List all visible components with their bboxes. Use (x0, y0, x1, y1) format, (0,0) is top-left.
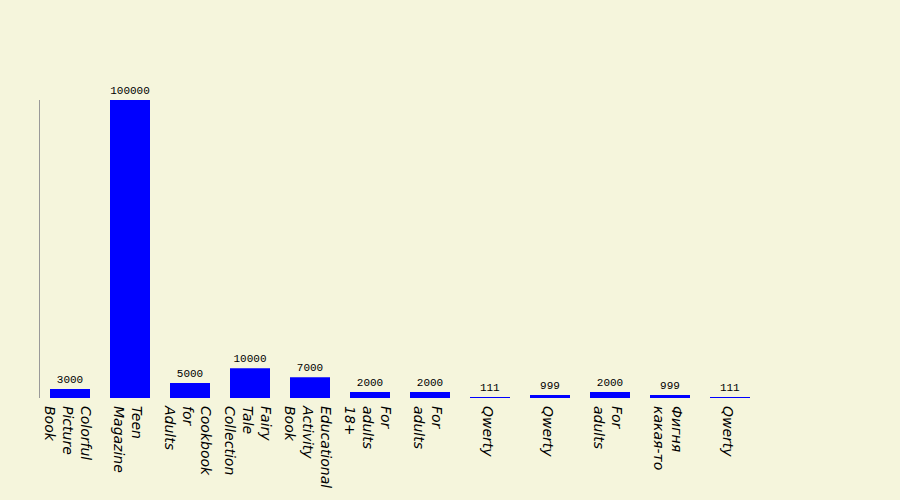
svg-text:999: 999 (660, 380, 680, 392)
svg-text:Qwerty: Qwerty (480, 406, 496, 457)
svg-text:7000: 7000 (297, 362, 323, 374)
svg-text:2000: 2000 (597, 377, 623, 389)
svg-text:Qwerty: Qwerty (540, 406, 556, 457)
svg-text:TeenMagazine: TeenMagazine (111, 406, 145, 473)
svg-text:10000: 10000 (233, 353, 266, 365)
svg-text:2000: 2000 (357, 377, 383, 389)
svg-text:Foradults: Foradults (591, 406, 625, 449)
svg-text:Фигнякакая-то: Фигнякакая-то (651, 406, 685, 470)
svg-text:FairyTaleCollection: FairyTaleCollection (222, 406, 274, 475)
svg-text:999: 999 (540, 380, 560, 392)
svg-text:EducationalActivityBook: EducationalActivityBook (282, 405, 334, 488)
svg-text:Qwerty: Qwerty (720, 406, 736, 457)
svg-text:ColorfulPictureBook: ColorfulPictureBook (42, 406, 94, 460)
svg-text:100000: 100000 (110, 85, 150, 97)
svg-text:111: 111 (720, 382, 740, 394)
svg-text:CookbookforAdults: CookbookforAdults (162, 405, 214, 476)
svg-text:2000: 2000 (417, 377, 443, 389)
svg-text:Foradults: Foradults (411, 406, 445, 449)
svg-text:5000: 5000 (177, 368, 203, 380)
svg-text:Foradults18+: Foradults18+ (342, 406, 394, 449)
svg-text:111: 111 (480, 382, 500, 394)
svg-text:3000: 3000 (57, 374, 83, 386)
